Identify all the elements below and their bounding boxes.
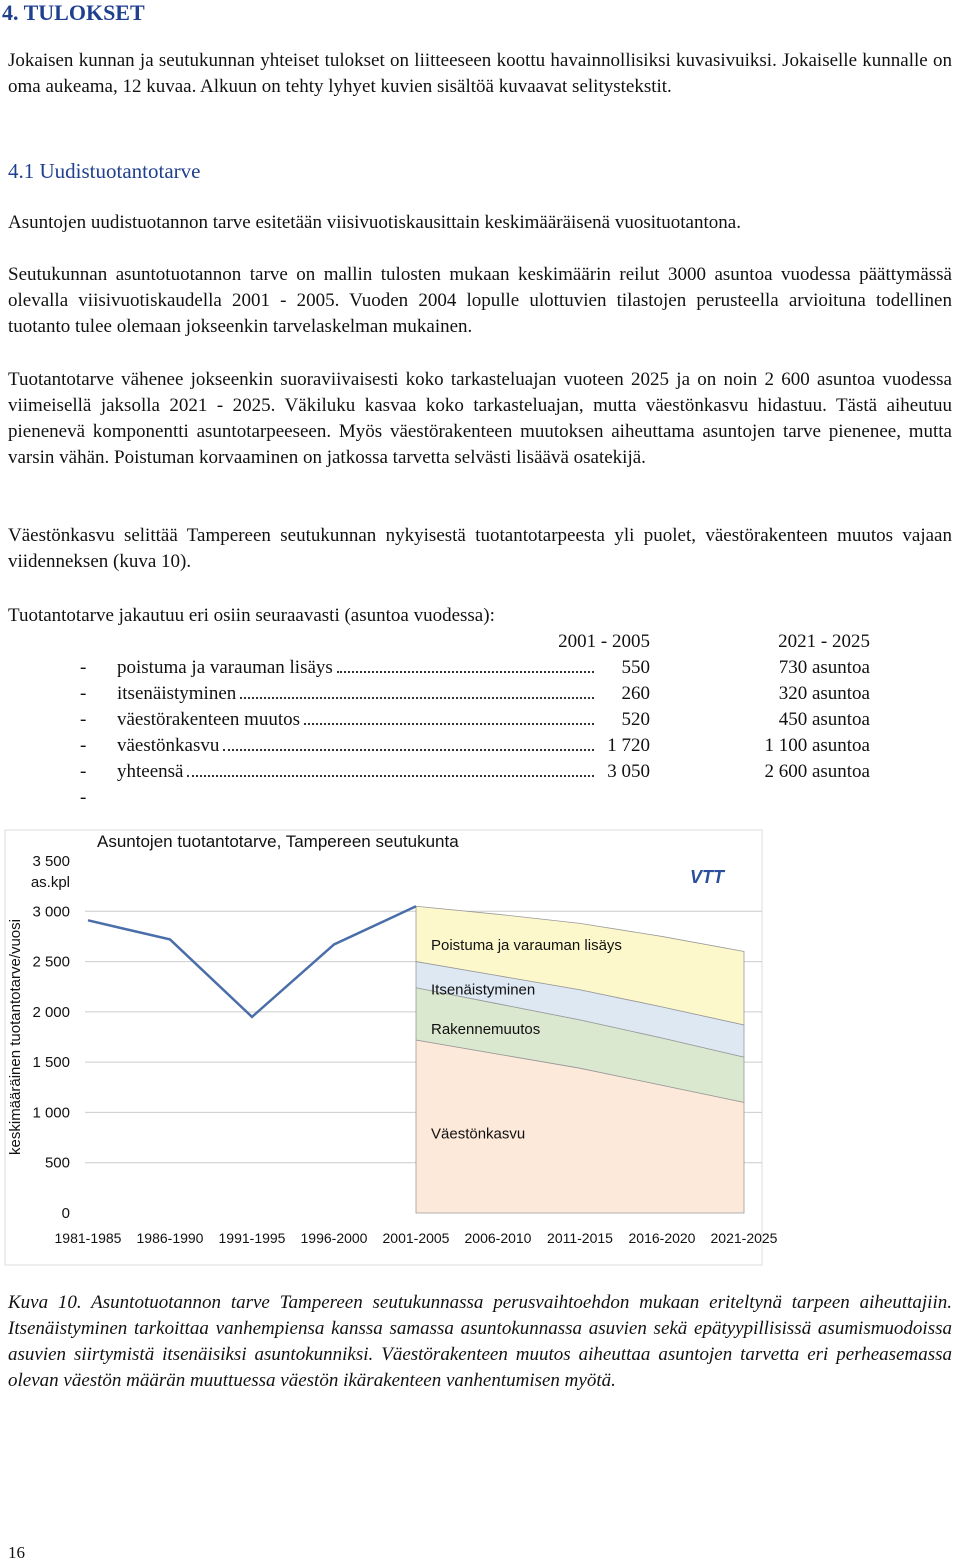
leader: [240, 696, 594, 699]
cell: 550: [621, 657, 651, 678]
area-label: Väestönkasvu: [431, 1126, 525, 1143]
heading: 4. TULOKSET: [2, 0, 145, 25]
x-tick-label: 1996-2000: [301, 1230, 368, 1246]
cell: 260: [621, 683, 651, 704]
cell: 1 720: [607, 735, 650, 756]
table-row: - väestönkasvu 1 720 1 100 asuntoa: [80, 733, 870, 759]
y-tick-label: 0: [62, 1205, 70, 1222]
page-number: 16: [8, 1543, 25, 1562]
x-tick-label: 1986-1990: [137, 1230, 204, 1246]
table-row: - yhteensä 3 050 2 600 asuntoa: [80, 759, 870, 785]
area-label: Itsenäistyminen: [431, 982, 535, 999]
cell: 320 asuntoa: [778, 683, 870, 704]
table-header: 2001 - 2005 2021 - 2025: [80, 629, 870, 655]
chart: Asuntojen tuotantotarve, Tampereen seutu…: [4, 829, 778, 1266]
row-label: väestönkasvu: [117, 735, 220, 756]
column-header: 2001 - 2005: [558, 631, 650, 652]
caption: Kuva 10. Asuntotuotannon tarve Tampereen…: [8, 1292, 952, 1391]
x-tick-label: 1981-1985: [55, 1230, 122, 1246]
intro: Jokaisen kunnan ja seutukunnan yhteiset …: [8, 50, 952, 97]
dash: -: [80, 657, 87, 678]
y-tick-label: 3 000: [32, 903, 70, 920]
leader: [223, 748, 594, 751]
cell: 730 asuntoa: [778, 657, 870, 678]
y-tick-label: 3 500: [32, 853, 70, 870]
area-label: Rakennemuutos: [431, 1021, 540, 1038]
x-tick-label: 2021-2025: [711, 1230, 778, 1246]
y-tick-label: 2 000: [32, 1004, 70, 1021]
y-tick-label: 2 500: [32, 954, 70, 971]
section-title: 4.1 Uudistuotantotarve: [8, 159, 201, 183]
row-label: yhteensä: [117, 761, 184, 782]
row-label: poistuma ja varauman lisäys: [117, 657, 333, 678]
table-row: - itsenäistyminen 260 320 asuntoa: [80, 681, 870, 707]
row-label: väestörakenteen muutos: [117, 709, 301, 730]
table-intro: Tuotantotarve jakautuu eri osiin seuraav…: [8, 605, 495, 626]
paragraph: Seutukunnan asuntotuotannon tarve on mal…: [8, 264, 952, 337]
dash: -: [80, 787, 87, 808]
x-tick-label: 2011-2015: [547, 1230, 613, 1246]
x-tick-label: 1991-1995: [219, 1230, 286, 1246]
cell: 2 600 asuntoa: [764, 761, 870, 782]
y-unit: as.kpl: [31, 874, 70, 891]
y-tick-label: 500: [45, 1155, 70, 1172]
paragraph: Tuotantotarve vähenee jokseenkin suoravi…: [8, 369, 952, 468]
area: [415, 905, 745, 1026]
y-tick-label: 1 500: [32, 1054, 70, 1071]
leader: [187, 774, 594, 777]
table-row: - poistuma ja varauman lisäys 550 730 asunt…: [80, 655, 870, 681]
chart-title: Asuntojen tuotantotarve, Tampereen seutu…: [97, 832, 459, 851]
dash: -: [80, 735, 87, 756]
cell: 3 050: [607, 761, 650, 782]
spacer: [121, 646, 524, 647]
table-row: - väestörakenteen muutos 520 450 asuntoa: [80, 707, 870, 733]
x-tick-label: 2006-2010: [465, 1230, 532, 1246]
leader: [336, 670, 594, 673]
column-header: 2021 - 2025: [778, 631, 870, 652]
line: [87, 905, 417, 1019]
dash: -: [80, 683, 87, 704]
area-label: Poistuma ja varauman lisäys: [431, 937, 622, 954]
cell: 450 asuntoa: [778, 709, 870, 730]
x-tick-label: 2001-2005: [383, 1230, 450, 1246]
logo: VTT: [690, 867, 726, 887]
x-tick-label: 2016-2020: [629, 1230, 696, 1246]
bullet: -: [80, 785, 870, 811]
paragraph: Väestönkasvu selittää Tampereen seutukun…: [8, 525, 952, 572]
y-axis-label: keskimääräinen tuotantotarve/vuosi: [7, 919, 24, 1155]
cell: 1 100 asuntoa: [764, 735, 870, 756]
leader: [304, 722, 594, 725]
dash: -: [80, 709, 87, 730]
y-tick-label: 1 000: [32, 1104, 70, 1121]
dash: -: [80, 761, 87, 782]
cell: 520: [621, 709, 651, 730]
paragraph: Asuntojen uudistuotannon tarve esitetään…: [8, 212, 741, 233]
row-label: itsenäistyminen: [117, 683, 237, 704]
